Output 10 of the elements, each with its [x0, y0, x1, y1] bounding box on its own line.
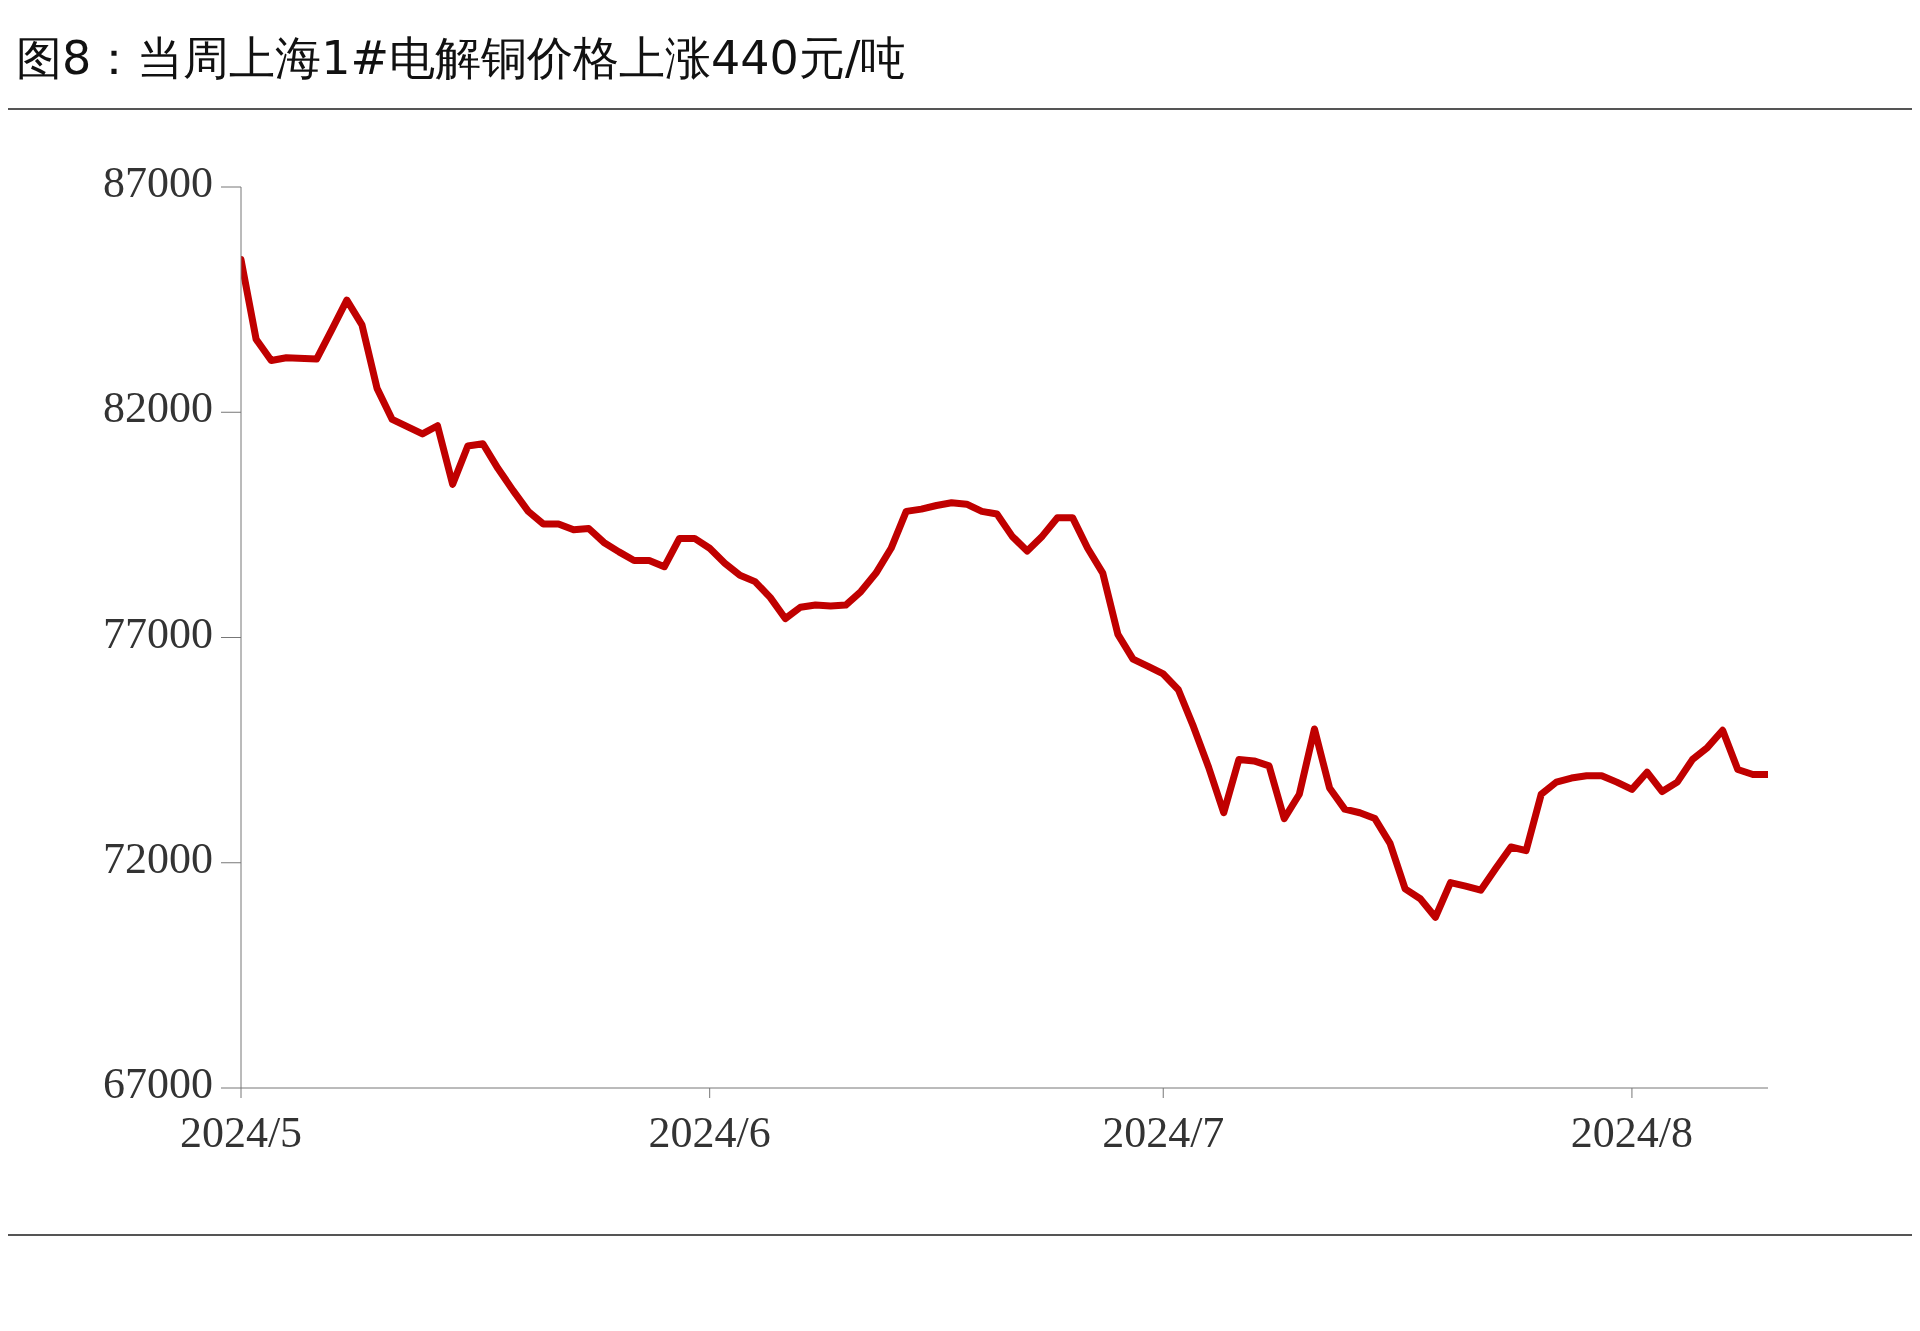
y-tick-label: 72000 — [103, 833, 213, 883]
y-tick-label: 77000 — [103, 608, 213, 658]
x-tick-label: 2024/7 — [1102, 1108, 1225, 1158]
x-tick-label: 2024/5 — [179, 1108, 303, 1158]
chart-title: 图8：当周上海1#电解铜价格上涨440元/吨 — [16, 30, 907, 87]
x-tick-label: 2024/8 — [1570, 1108, 1694, 1158]
y-tick-label: 67000 — [103, 1059, 213, 1108]
x-tick-label: 2024/6 — [648, 1108, 771, 1158]
y-tick-label: 87000 — [103, 158, 213, 207]
y-tick-label: 82000 — [103, 383, 213, 433]
